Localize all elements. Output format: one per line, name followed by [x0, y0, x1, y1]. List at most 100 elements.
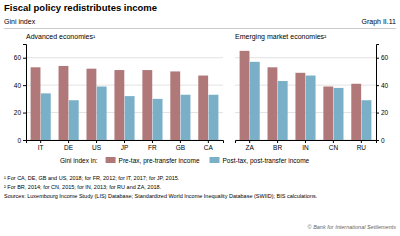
bar: [334, 88, 344, 140]
x-tick-label: BR: [273, 144, 282, 151]
title: Fiscal policy redistributes income: [4, 2, 157, 13]
bar: [198, 76, 208, 140]
bar: [170, 71, 180, 140]
bar-series: [31, 66, 209, 140]
y-tick: 60: [376, 54, 389, 61]
y-tick-mark: [23, 58, 26, 59]
bar: [153, 99, 163, 140]
x-tick-mark: [208, 140, 209, 143]
x-axis: IT DE US JP FR GB CA: [27, 140, 224, 151]
y-tick: 0: [376, 137, 385, 144]
x-tick-mark: [124, 140, 125, 143]
y-tick-label: 40: [381, 82, 389, 89]
bar: [295, 73, 305, 140]
bar: [278, 81, 288, 140]
footnotes: ¹ For CA, DE, GB and US, 2018; for FR, 2…: [4, 175, 396, 230]
x-tick: RU: [357, 140, 367, 151]
chart-svg: Fiscal policy redistributes income Gini i…: [0, 0, 400, 236]
x-tick-label: CA: [204, 144, 214, 151]
bar: [86, 69, 96, 140]
legend-label: Pre-tax, pre-transfer income: [119, 157, 200, 165]
x-tick: US: [92, 140, 102, 151]
panel: Emerging market economies² 0 20 40 60 ZA BR IN C…: [235, 33, 389, 151]
x-tick-label: FR: [148, 144, 157, 151]
bar: [31, 67, 41, 140]
y-axis: 0 20 40 60: [14, 45, 27, 144]
bar: [362, 100, 372, 140]
bar: [59, 66, 69, 140]
separator: [4, 28, 396, 29]
legend-prefix: Gini index in:: [60, 157, 98, 164]
x-tick: IN: [302, 140, 309, 151]
chart-container: Fiscal policy redistributes income Gini i…: [0, 0, 400, 236]
grid-line: [235, 57, 376, 58]
x-tick-mark: [68, 140, 69, 143]
bar: [323, 87, 333, 140]
x-tick-mark: [249, 140, 250, 143]
bar: [306, 76, 316, 140]
y-tick-label: 20: [381, 109, 389, 116]
x-tick-mark: [40, 140, 41, 143]
bar: [125, 96, 135, 140]
x-tick-mark: [277, 140, 278, 143]
x-tick-label: ZA: [246, 144, 255, 151]
x-tick: DE: [64, 140, 74, 151]
legend: Gini index in: Pre-tax, pre-transfer inco…: [60, 157, 310, 165]
grid: [26, 58, 223, 140]
bar: [181, 95, 191, 140]
y-tick: 20: [14, 109, 26, 116]
bar: [250, 62, 260, 140]
x-tick: GB: [176, 140, 185, 151]
x-tick-label: IT: [38, 144, 44, 151]
x-tick: IT: [38, 140, 44, 151]
copyright: © Bank for International Settlements: [308, 224, 397, 230]
x-tick: BR: [273, 140, 282, 151]
y-tick-label: 0: [17, 137, 21, 144]
y-tick-label: 60: [14, 54, 22, 61]
y-axis: 0 20 40 60: [376, 45, 389, 144]
x-tick: JP: [121, 140, 129, 151]
y-axis-line: [377, 45, 380, 141]
x-tick-label: US: [92, 144, 102, 151]
x-tick-label: RU: [357, 144, 367, 151]
x-tick: CA: [204, 140, 214, 151]
subtitle: Advanced economies¹: [26, 33, 96, 40]
bars: [31, 66, 219, 140]
grid-line: [26, 85, 223, 86]
x-tick: CN: [329, 140, 339, 151]
y-tick: 40: [14, 82, 26, 89]
y-tick-mark: [376, 58, 379, 59]
x-tick-mark: [96, 140, 97, 143]
bar: [41, 93, 51, 140]
y-tick-mark: [376, 113, 379, 114]
x-tick-mark: [180, 140, 181, 143]
y-tick: 0: [17, 137, 26, 144]
y-tick-label: 0: [381, 137, 385, 144]
bar-series: [240, 51, 362, 140]
x-tick: ZA: [246, 140, 255, 151]
bar: [351, 84, 361, 140]
y-tick-label: 60: [381, 54, 389, 61]
subtitle: Emerging market economies²: [235, 33, 327, 41]
x-tick-mark: [305, 140, 306, 143]
x-tick-label: CN: [329, 144, 339, 151]
grid-line: [26, 57, 223, 58]
y-tick: 60: [14, 54, 26, 61]
x-tick-mark: [152, 140, 153, 143]
y-tick-label: 40: [14, 82, 22, 89]
y-tick: 40: [376, 82, 389, 89]
y-tick-label: 20: [14, 109, 22, 116]
grid-line: [26, 112, 223, 113]
footnote: ¹ For CA, DE, GB and US, 2018; for FR, 2…: [4, 175, 180, 181]
x-tick-label: GB: [176, 144, 185, 151]
x-tick-label: DE: [64, 144, 74, 151]
bar: [209, 95, 219, 140]
graph-label: Graph II.11: [361, 18, 396, 26]
bar: [268, 67, 278, 140]
y-tick: 20: [376, 109, 389, 116]
x-tick: FR: [148, 140, 157, 151]
y-tick-mark: [23, 85, 26, 86]
x-tick-mark: [361, 140, 362, 143]
y-tick-mark: [376, 85, 379, 86]
footnote: Sources: Luxembourg Income Study (LIS) D…: [4, 193, 318, 199]
